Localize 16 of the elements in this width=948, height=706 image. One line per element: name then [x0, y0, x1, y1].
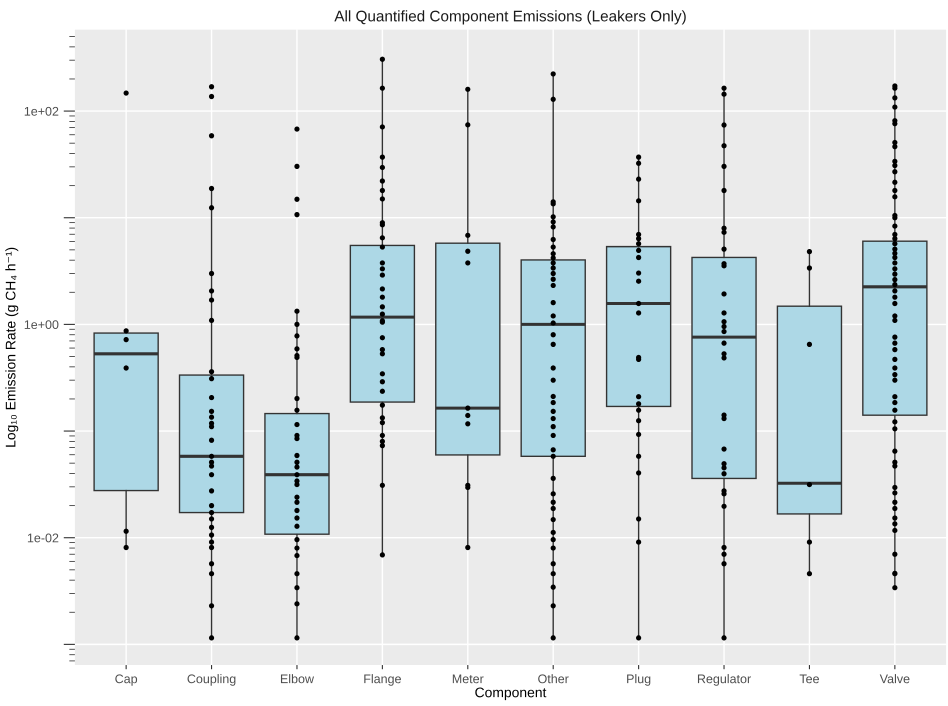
- x-tick-label: Tee: [800, 674, 819, 684]
- x-tick-label: Valve: [880, 674, 910, 684]
- y-axis-title: Log₁₀ Emission Rate (g CH₄ h⁻¹): [5, 248, 18, 447]
- y-tick-label: 1e-02: [28, 534, 58, 542]
- y-tick-label: 1e+02: [24, 106, 58, 116]
- chart-title: All Quantified Component Emissions (Leakers Only): [334, 10, 686, 24]
- x-axis-title: Component: [475, 687, 546, 700]
- x-tick-label: Coupling: [188, 674, 236, 686]
- x-tick-label: Meter: [452, 674, 484, 684]
- y-tick-label: 1e+00: [24, 320, 58, 330]
- x-tick-label: Flange: [364, 674, 401, 686]
- x-tick-label: Elbow: [280, 674, 314, 684]
- x-tick-label: Regulator: [698, 674, 751, 686]
- x-tick-label: Plug: [627, 674, 650, 686]
- x-tick-label: Cap: [115, 674, 138, 686]
- x-tick-label: Other: [538, 674, 569, 684]
